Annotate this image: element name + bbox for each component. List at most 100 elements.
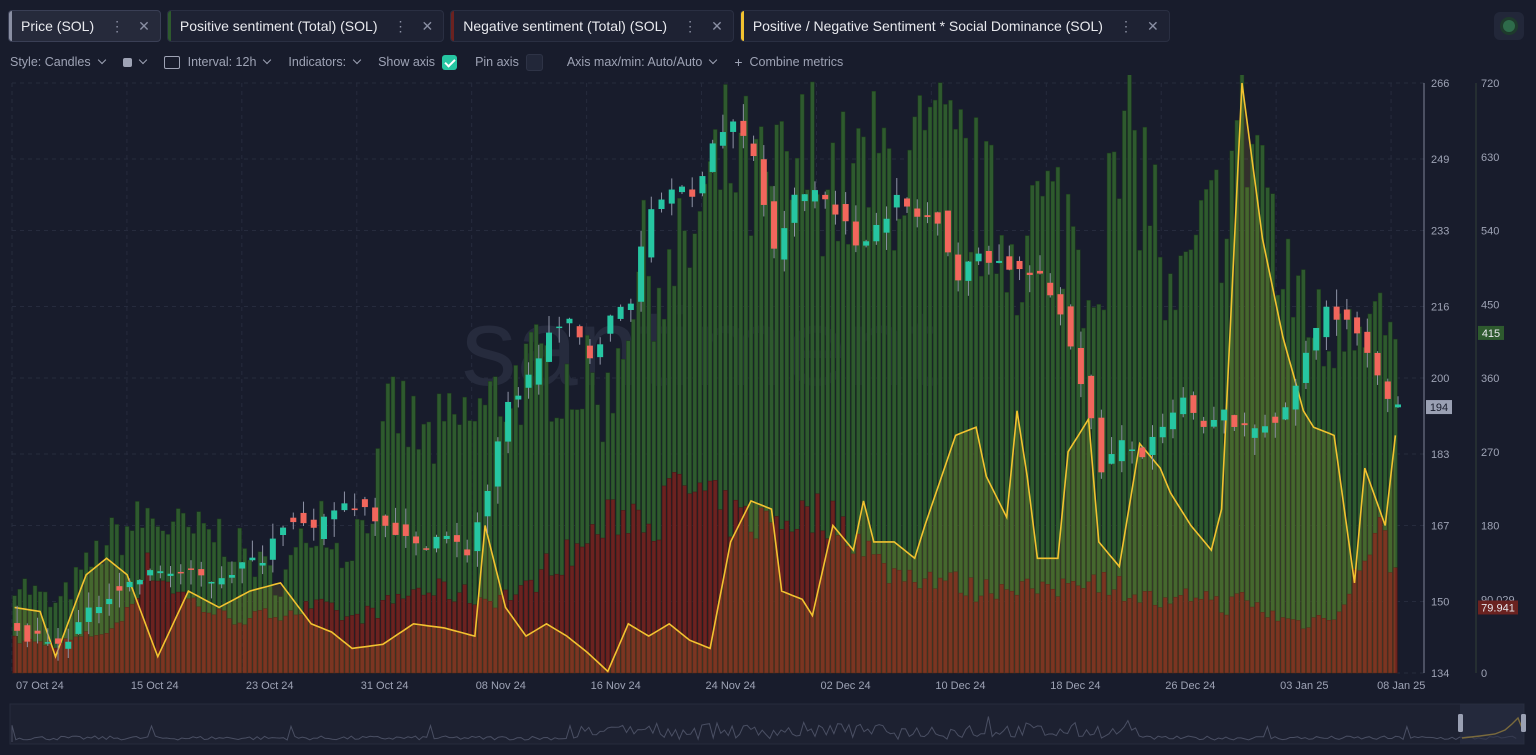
negative-bar [1178, 595, 1183, 674]
candle-body [208, 581, 215, 584]
navigator-left-handle[interactable] [1458, 714, 1463, 732]
pin-axis-toggle[interactable]: Pin axis [475, 53, 543, 71]
negative-bar [938, 577, 943, 674]
interval-dropdown[interactable]: Interval: 12h [163, 55, 272, 69]
navigator-track [9, 703, 1525, 745]
indicators-dropdown[interactable]: Indicators: [288, 55, 362, 69]
x-tick-label: 15 Oct 24 [131, 680, 179, 692]
negative-bar [278, 620, 283, 674]
negative-bar [840, 516, 846, 674]
pin-axis-checkbox[interactable] [525, 53, 543, 71]
negative-bar [268, 617, 273, 674]
close-icon[interactable]: ✕ [138, 17, 150, 34]
negative-bar [963, 595, 969, 674]
candle-body [65, 641, 72, 649]
candle-body [1272, 416, 1279, 423]
indicators-label: Indicators: [288, 55, 347, 69]
candle-body [1384, 381, 1391, 399]
negative-bar [37, 641, 43, 674]
close-icon[interactable]: ✕ [711, 17, 723, 34]
candle-body [1354, 317, 1361, 334]
candle-body [760, 159, 767, 205]
color-dropdown[interactable] [122, 55, 147, 67]
metric-tab-positive-sentiment[interactable]: Positive sentiment (Total) (SOL) ⋮ ✕ [166, 10, 445, 42]
negative-bar [1214, 596, 1219, 674]
negative-bar [1224, 614, 1229, 674]
negative-bar [764, 510, 769, 674]
negative-bar [170, 593, 176, 674]
show-axis-checkbox[interactable] [442, 54, 458, 70]
axis-maxmin-dropdown[interactable]: Axis max/min: Auto/Auto [567, 55, 718, 69]
style-dropdown[interactable]: Style: Candles [10, 55, 106, 69]
negative-bar [677, 473, 682, 674]
combine-metrics-button[interactable]: + Combine metrics [734, 54, 843, 70]
metric-tab-negative-sentiment[interactable]: Negative sentiment (Total) (SOL) ⋮ ✕ [450, 10, 734, 42]
negative-bar [12, 635, 17, 674]
candle-body [597, 344, 604, 358]
more-options-icon[interactable]: ⋮ [393, 17, 408, 34]
candle-body [699, 176, 706, 194]
time-navigator[interactable] [0, 698, 1536, 750]
metric-tab-sentiment-dominance[interactable]: Positive / Negative Sentiment * Social D… [739, 10, 1170, 42]
negative-bar [273, 617, 278, 674]
candle-body [955, 254, 962, 281]
chart-canvas[interactable]: santiment 134150167183200216233249266090… [0, 75, 1536, 695]
negative-bar [487, 601, 493, 674]
negative-bar [707, 480, 713, 674]
negative-bar [1285, 618, 1291, 674]
candle-body [668, 189, 675, 204]
negative-bar [472, 604, 478, 674]
negative-bar [1357, 570, 1362, 674]
negative-bar [989, 593, 994, 674]
candle-body [1108, 454, 1115, 464]
negative-badge [1478, 600, 1518, 615]
negative-bar [835, 535, 841, 674]
candle-body [822, 194, 829, 200]
negative-bar [748, 531, 754, 674]
candle-body [515, 395, 522, 400]
metric-tabs: Price (SOL) ⋮ ✕ Positive sentiment (Tota… [8, 10, 1170, 42]
candle-body [1292, 385, 1299, 410]
more-options-icon[interactable]: ⋮ [110, 17, 125, 34]
candle-body [617, 306, 624, 319]
metric-color-bar [451, 11, 455, 41]
price-tick-label: 249 [1431, 154, 1449, 166]
candle-body [106, 598, 113, 605]
show-axis-toggle[interactable]: Show axis [378, 54, 458, 70]
close-icon[interactable]: ✕ [1146, 17, 1159, 34]
negative-bar [324, 601, 329, 674]
candle-body [914, 208, 921, 217]
navigator-selection[interactable] [1460, 704, 1524, 744]
current-price-badge [1426, 400, 1452, 415]
negative-bar [426, 592, 432, 674]
negative-bar [1383, 530, 1388, 674]
negative-bar [1127, 598, 1132, 674]
more-options-icon[interactable]: ⋮ [1118, 17, 1133, 34]
navigator-right-handle[interactable] [1521, 714, 1526, 732]
negative-bar [73, 636, 79, 674]
candle-body [1016, 260, 1023, 270]
metric-color-bar [9, 11, 12, 41]
candle-body [167, 573, 174, 576]
negative-bar [805, 506, 810, 674]
candle-body [157, 571, 164, 574]
metric-tab-price[interactable]: Price (SOL) ⋮ ✕ [8, 10, 161, 42]
metric-color-bar [740, 11, 744, 41]
more-options-icon[interactable]: ⋮ [683, 17, 698, 34]
negative-bar [1250, 606, 1255, 674]
negative-bar [1101, 572, 1107, 674]
candle-body [1395, 404, 1401, 408]
candle-body [1282, 407, 1289, 420]
status-indicator-button[interactable] [1494, 12, 1524, 40]
negative-bar [912, 582, 917, 674]
candle-body [290, 517, 297, 523]
negative-bar [247, 618, 253, 674]
negative-bar [610, 499, 616, 674]
price-tick-label: 266 [1431, 78, 1449, 90]
candle-body [965, 261, 972, 281]
negative-bar [53, 647, 58, 674]
x-tick-label: 07 Oct 24 [16, 680, 64, 692]
candle-body [1190, 395, 1197, 413]
sentiment-tick-label: 360 [1481, 373, 1499, 385]
close-icon[interactable]: ✕ [421, 17, 434, 34]
